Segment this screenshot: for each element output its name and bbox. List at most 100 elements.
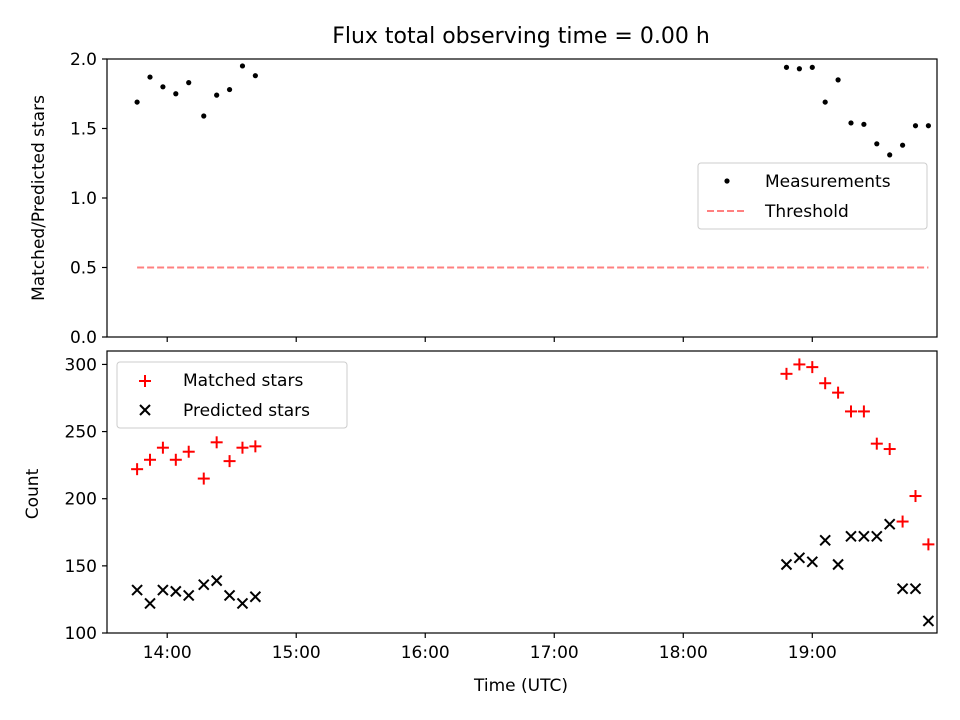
matched-stars-point <box>832 386 845 399</box>
legend-measurements-marker <box>724 178 730 184</box>
matched-stars-point <box>780 367 793 380</box>
predicted-stars-point <box>249 591 262 603</box>
measurements-point <box>809 64 815 70</box>
matched-stars-point <box>819 377 832 390</box>
measurements-point <box>783 64 790 70</box>
matched-stars-point <box>883 443 896 456</box>
measurements-point <box>214 92 220 98</box>
legend-matched-label: Matched stars <box>183 371 303 391</box>
measurements-point <box>201 113 207 119</box>
x-tick-label: 17:00 <box>530 643 579 663</box>
predicted-stars-point <box>883 518 896 530</box>
measurements-point <box>887 152 893 158</box>
count-y-axis-label: Count <box>23 468 43 519</box>
predicted-stars-point <box>170 585 182 598</box>
measurements-point <box>226 86 233 93</box>
legend-predicted-marker <box>139 404 151 416</box>
predicted-stars-point <box>780 558 793 571</box>
y-tick-label: 150 <box>65 557 97 577</box>
count-legend: Matched stars Predicted stars <box>116 361 348 429</box>
predicted-stars-point <box>223 589 236 602</box>
ratio-x-ticks <box>166 337 813 342</box>
x-tick-label: 14:00 <box>143 643 192 663</box>
ratio-legend-box <box>697 162 928 230</box>
legend-threshold-label: Threshold <box>764 202 849 222</box>
y-tick-label: 1.5 <box>70 120 97 140</box>
predicted-stars-point <box>922 615 935 627</box>
measurements-point <box>874 141 880 147</box>
measurements-point <box>252 73 258 79</box>
matched-stars-point <box>236 441 249 454</box>
ratio-y-axis-label: Matched/Predicted stars <box>29 95 49 301</box>
legend-matched-marker <box>139 375 151 387</box>
ratio-marks <box>134 63 931 269</box>
matched-stars-point <box>131 463 144 476</box>
predicted-stars-point <box>845 530 857 543</box>
predicted-stars-point <box>236 597 249 610</box>
predicted-stars-point <box>832 558 844 571</box>
predicted-stars-point <box>819 534 831 547</box>
predicted-stars-point <box>157 584 169 596</box>
y-tick-label: 0.5 <box>70 259 97 279</box>
predicted-stars-point <box>793 552 806 564</box>
x-tick-label: 16:00 <box>401 643 450 663</box>
measurements-point <box>822 99 828 105</box>
count-panel: 14:00 15:00 16:00 17:00 18:00 19:00 100 150 200… <box>23 350 938 696</box>
y-tick-label: 300 <box>65 355 97 375</box>
matched-stars-point <box>169 453 182 466</box>
matched-stars-point <box>197 472 210 485</box>
predicted-stars-point <box>858 530 870 543</box>
ratio-legend: Measurements Threshold <box>697 162 928 230</box>
legend-predicted-label: Predicted stars <box>183 401 310 421</box>
predicted-stars-point <box>144 597 156 610</box>
matched-stars-point <box>909 490 922 503</box>
matched-stars-point <box>144 453 157 466</box>
matched-stars-point <box>182 445 195 458</box>
predicted-stars-point <box>131 584 143 596</box>
predicted-stars-point <box>909 582 922 595</box>
measurements-point <box>848 120 854 126</box>
predicted-stars-point <box>198 578 210 591</box>
y-tick-label: 200 <box>65 490 97 510</box>
ratio-panel: 0.00.51.01.52.0 Matched/Predicted stars … <box>29 50 938 348</box>
x-axis-label: Time (UTC) <box>473 676 568 696</box>
matched-stars-point <box>156 441 169 454</box>
predicted-stars-point <box>871 530 883 543</box>
ratio-y-ticks: 0.0 0.5 1.0 1.5 2.0 <box>70 50 107 348</box>
measurements-point <box>835 77 841 83</box>
count-marks <box>131 358 935 627</box>
matched-stars-point <box>223 455 236 468</box>
y-tick-label: 0.0 <box>70 328 97 348</box>
measurements-point <box>861 121 867 127</box>
measurements-point <box>147 74 153 80</box>
count-legend-box <box>116 361 348 429</box>
chart-title: Flux total observing time = 0.00 h <box>332 24 710 49</box>
matched-stars-point <box>922 538 935 551</box>
count-x-ticks: 14:00 15:00 16:00 17:00 18:00 19:00 <box>143 633 837 663</box>
matched-stars-point <box>249 440 262 453</box>
measurements-point <box>173 91 179 97</box>
y-tick-label: 250 <box>65 423 97 443</box>
measurements-point <box>925 123 931 129</box>
matched-stars-point <box>806 361 819 374</box>
measurements-point <box>899 142 906 148</box>
x-tick-label: 18:00 <box>659 643 708 663</box>
measurements-point <box>796 66 802 72</box>
y-tick-label: 100 <box>65 624 97 644</box>
predicted-stars-point <box>806 556 818 568</box>
legend-measurements-label: Measurements <box>765 172 891 192</box>
matched-stars-point <box>844 405 857 418</box>
y-tick-label: 2.0 <box>70 50 97 70</box>
x-tick-label: 19:00 <box>788 643 837 663</box>
matched-stars-point <box>793 358 806 371</box>
predicted-stars-point <box>896 582 909 595</box>
measurements-point <box>186 80 192 86</box>
measurements-point <box>134 99 140 105</box>
matched-stars-point <box>857 405 870 418</box>
matched-stars-point <box>210 436 223 449</box>
y-tick-label: 1.0 <box>70 189 97 209</box>
matched-stars-point <box>870 437 883 450</box>
measurements-point <box>239 63 246 69</box>
predicted-stars-point <box>210 574 223 587</box>
